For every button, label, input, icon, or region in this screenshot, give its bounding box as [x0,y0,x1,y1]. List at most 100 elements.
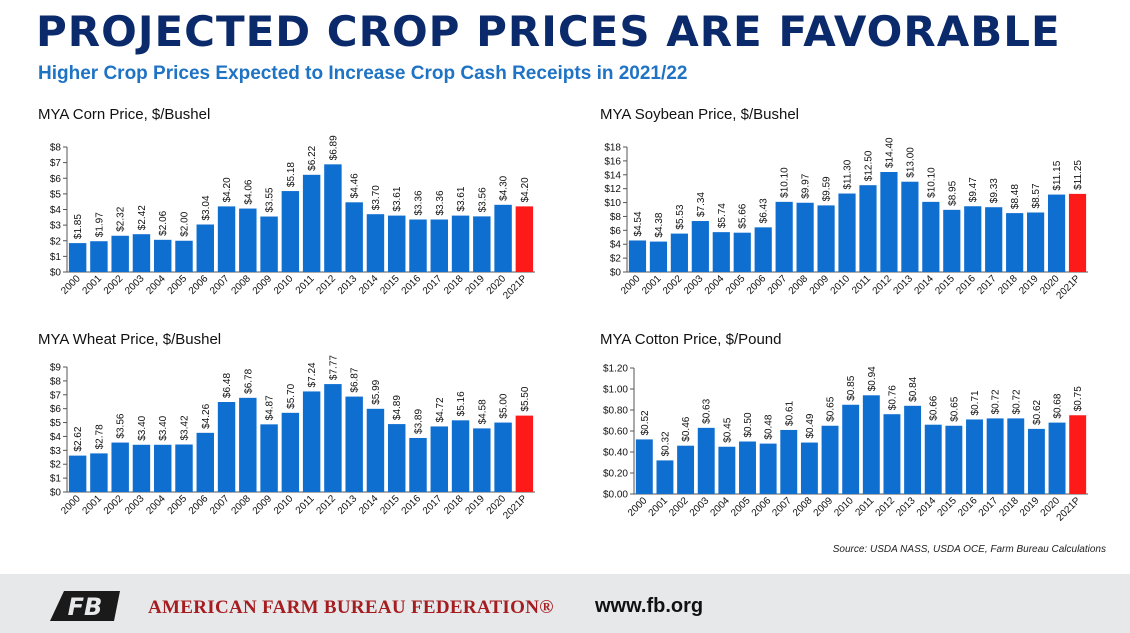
bar-2006 [759,443,777,494]
y-tick-label: $3 [50,446,62,457]
bar-value-label: $0.32 [660,431,671,456]
y-tick-label: $3 [50,221,62,232]
y-tick-label: $8 [50,376,62,387]
x-tick-label: 2007 [766,273,790,297]
bar-value-label: $12.50 [863,150,874,181]
bar-value-label: $2.06 [158,210,169,235]
bar-value-label: $14.40 [884,137,895,168]
bar-2012 [324,384,342,492]
x-tick-label: 2009 [251,273,275,297]
x-tick-label: 2001 [640,273,664,297]
bar-value-label: $10.10 [926,167,937,198]
x-tick-label: 2006 [750,495,774,519]
y-tick-label: $10 [604,198,621,209]
bar-2008 [239,397,257,492]
bar-value-label: $0.65 [949,396,960,421]
y-tick-label: $18 [604,143,621,154]
y-tick-label: $16 [604,156,621,167]
bar-2010 [281,412,300,492]
bar-value-label: $0.52 [640,410,651,435]
bar-value-label: $2.62 [73,426,84,451]
bar-2005 [175,444,193,492]
bar-value-label: $11.25 [1073,160,1084,190]
x-tick-label: 2000 [626,495,650,519]
x-tick-label: 2001 [647,495,671,519]
bar-2020 [1047,194,1066,272]
bar-value-label: $5.70 [286,383,297,408]
bar-2011 [302,174,321,272]
x-tick-label: 2005 [729,495,753,519]
bar-value-label: $4.87 [265,395,276,420]
bar-value-label: $8.57 [1031,183,1042,208]
bar-2001 [649,241,668,272]
x-tick-label: 2021P [1054,273,1082,301]
bar-value-label: $0.45 [722,417,733,442]
bar-2019 [473,428,491,492]
bar-value-label: $0.48 [764,414,775,439]
x-tick-label: 2019 [463,493,487,517]
x-tick-label: 2019 [463,273,487,297]
x-tick-label: 2004 [708,495,732,519]
bar-2004 [718,446,736,494]
bar-2010 [842,404,860,494]
y-tick-label: $0.00 [603,490,628,501]
bar-2015 [388,215,406,272]
bar-2011 [302,391,321,492]
y-tick-label: $1 [50,474,62,485]
bar-2016 [409,437,427,492]
bar-value-label: $5.50 [520,386,531,411]
bar-value-label: $4.58 [477,399,488,424]
bar-value-label: $4.89 [392,395,403,420]
bar-2019 [1027,428,1045,494]
x-tick-label: 2006 [187,493,211,517]
x-tick-label: 2013 [336,273,360,297]
x-tick-label: 2017 [421,273,445,297]
bar-value-label: $5.66 [738,203,749,228]
y-tick-label: $8 [50,143,62,154]
bar-value-label: $4.30 [499,175,510,200]
x-tick-label: 2015 [378,273,402,297]
bar-value-label: $4.54 [633,211,644,236]
bar-value-label: $1.85 [73,214,84,239]
bar-value-label: $2.00 [180,211,191,236]
bar-2004 [154,239,172,272]
bar-value-label: $4.46 [350,173,361,198]
bar-2017 [430,426,448,492]
bar-value-label: $0.61 [784,400,795,425]
bar-2015 [388,424,406,492]
bar-2013 [345,396,363,492]
bar-2014 [924,424,942,494]
bar-2012 [324,164,342,272]
x-tick-label: 2003 [688,495,712,519]
y-tick-label: $4 [610,240,622,251]
bar-value-label: $7.34 [696,192,707,217]
x-tick-label: 2008 [791,495,815,519]
bar-2014 [366,408,385,492]
x-tick-label: 2009 [808,273,832,297]
bar-value-label: $4.72 [435,397,446,422]
x-tick-label: 2017 [421,493,445,517]
y-tick-label: $9 [50,363,62,374]
bar-value-label: $6.22 [307,145,318,170]
bar-2006 [196,224,214,272]
bar-2018 [451,215,470,272]
bar-2011 [862,395,880,494]
source-note: Source: USDA NASS, USDA OCE, Farm Bureau… [832,544,1106,555]
bar-2004 [712,232,730,272]
bar-2003 [697,427,715,494]
bar-value-label: $0.66 [929,395,940,420]
bar-2004 [154,444,172,492]
bar-2007 [775,201,793,272]
y-tick-label: $5 [50,418,62,429]
bar-value-label: $3.61 [392,186,403,211]
y-tick-label: $7 [50,390,62,401]
bar-2003 [691,221,709,272]
footer-bar: FB AMERICAN FARM BUREAU FEDERATION® www.… [0,574,1130,633]
bar-2008 [800,442,818,494]
y-tick-label: $2 [610,254,622,265]
x-tick-label: 2012 [871,273,895,297]
x-tick-label: 2002 [661,273,685,297]
y-tick-label: $1.00 [603,385,628,396]
bar-value-label: $0.72 [1011,389,1022,414]
page-title: PROJECTED CROP PRICES ARE FAVORABLE [36,7,1061,56]
